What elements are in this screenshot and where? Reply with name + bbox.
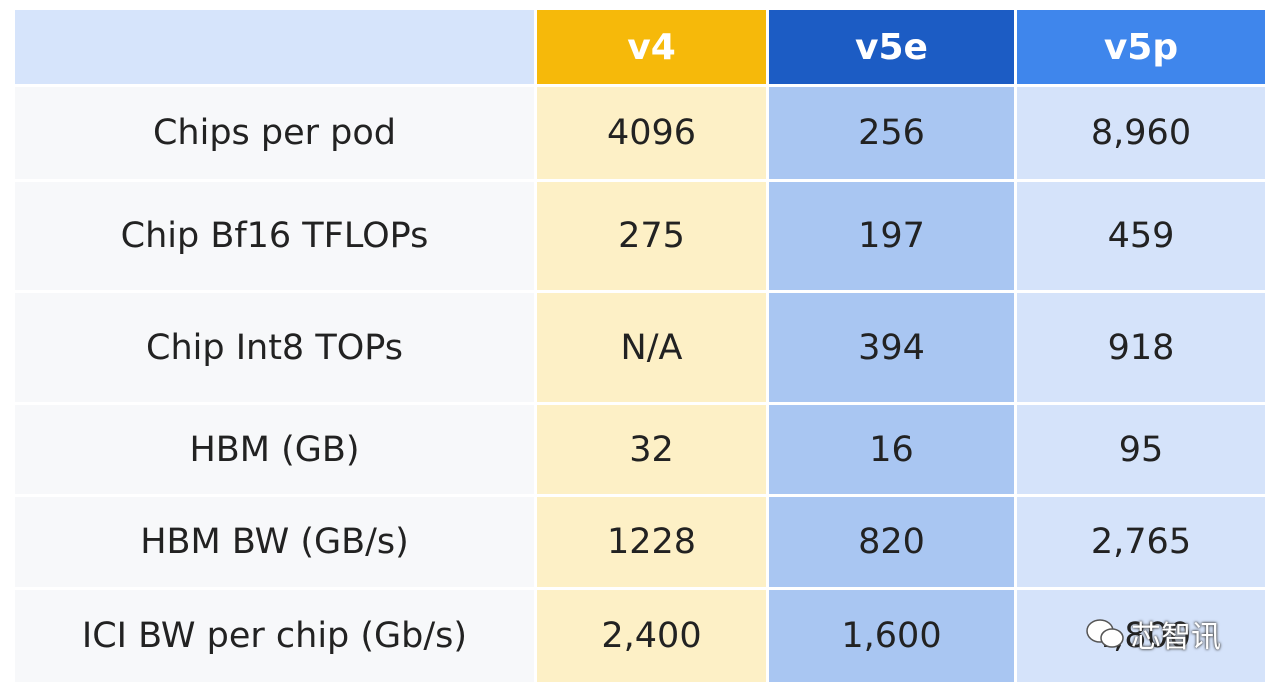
value-cell: 256 xyxy=(769,87,1017,182)
value-cell: 95 xyxy=(1017,405,1268,497)
value-cell: 275 xyxy=(537,182,769,293)
header-cell: v4 xyxy=(537,10,769,87)
spec-table: v4 v5e v5p Chips per pod 4096 256 8,960 Chip Bf… xyxy=(15,10,1268,685)
wechat-icon xyxy=(1086,619,1124,648)
value-cell: 2,765 xyxy=(1017,497,1268,590)
value-cell: 2,400 xyxy=(537,590,769,685)
value-cell: 8,960 xyxy=(1017,87,1268,182)
row-label: HBM (GB) xyxy=(15,405,537,497)
row-label: Chip Int8 TOPs xyxy=(15,293,537,405)
value-cell: 459 xyxy=(1017,182,1268,293)
header-cell: v5e xyxy=(769,10,1017,87)
row-label: HBM BW (GB/s) xyxy=(15,497,537,590)
value-cell: 1,600 xyxy=(769,590,1017,685)
value-cell: 4096 xyxy=(537,87,769,182)
header-cell xyxy=(15,10,537,87)
value-cell: 4,800 xyxy=(1017,590,1268,685)
row-label: Chips per pod xyxy=(15,87,537,182)
value-cell: 197 xyxy=(769,182,1017,293)
value-cell: 32 xyxy=(537,405,769,497)
value-cell: 394 xyxy=(769,293,1017,405)
watermark: 芯智讯 xyxy=(1085,612,1221,656)
row-label: ICI BW per chip (Gb/s) xyxy=(15,590,537,685)
value-cell: 918 xyxy=(1017,293,1268,405)
value-cell: 16 xyxy=(769,405,1017,497)
value-cell: 820 xyxy=(769,497,1017,590)
watermark-text: 芯智讯 xyxy=(1131,620,1221,655)
header-cell: v5p xyxy=(1017,10,1268,87)
value-cell: N/A xyxy=(537,293,769,405)
row-label: Chip Bf16 TFLOPs xyxy=(15,182,537,293)
value-cell: 1228 xyxy=(537,497,769,590)
